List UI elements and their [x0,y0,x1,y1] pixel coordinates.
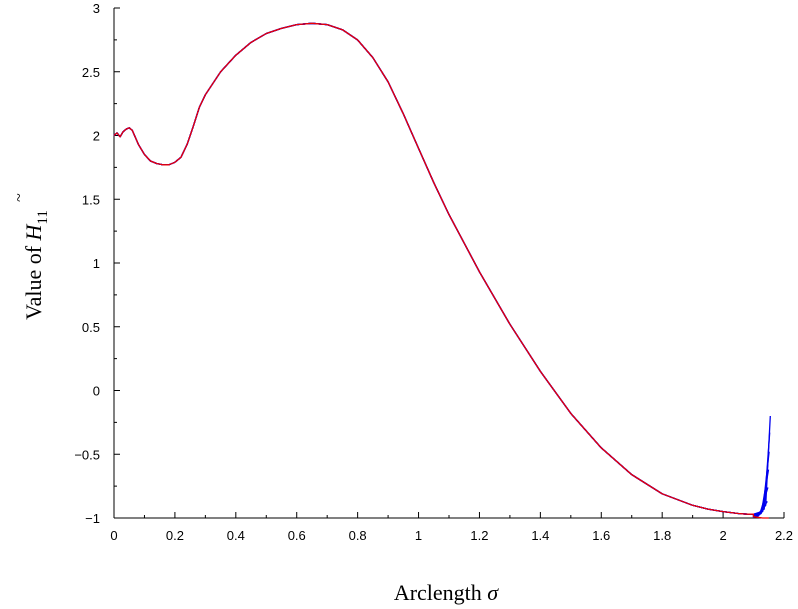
y-tick-label: 1.5 [82,192,100,207]
svg-text:Value of H11: Value of H11 [21,210,51,320]
x-axis-ticks: 0 0.2 0.4 0.6 0.8 1 1.2 1.4 1.6 1.8 2 2.2 [110,512,793,543]
x-tick-label: 0.4 [227,528,245,543]
x-tick-label: 1.4 [531,528,549,543]
blue-series-line [113,22,771,515]
blue-series-line [113,22,770,517]
x-tick-label: 0 [110,528,117,543]
chart-axes [113,8,784,519]
x-tick-label: 2.2 [775,528,793,543]
y-axis-title: Value of H11 [21,210,51,320]
x-tick-label: 1 [415,528,422,543]
x-tick-label: 0.6 [288,528,306,543]
x-tick-label: 1.2 [470,528,488,543]
x-axis-title: Arclength σ [394,580,499,605]
red-series-line [113,22,769,519]
y-tick-label: −0.5 [74,447,100,462]
x-tick-label: 1.6 [592,528,610,543]
blue-series-line [113,22,769,518]
y-axis-subscript: 11 [35,210,51,224]
y-tick-label: −1 [85,511,100,526]
x-tick-label: 0.2 [166,528,184,543]
y-tick-label: 1 [93,256,100,271]
y-axis-ticks: −1 −0.5 0 0.5 1 1.5 2 2.5 3 [74,1,120,526]
y-axis-symbol: H [21,223,46,241]
y-tick-label: 0 [93,384,100,399]
chart-series [113,22,771,519]
y-tick-label: 2 [93,129,100,144]
x-tick-label: 2 [719,528,726,543]
x-tick-label: 1.8 [653,528,671,543]
tilde-mark: ~ [11,193,28,202]
x-tick-label: 0.8 [349,528,367,543]
y-tick-label: 3 [93,1,100,16]
y-tick-label: 0.5 [82,320,100,335]
blue-series-line [113,22,771,515]
blue-series-line [113,22,770,516]
blue-series-line [113,22,768,519]
y-tick-label: 2.5 [82,65,100,80]
